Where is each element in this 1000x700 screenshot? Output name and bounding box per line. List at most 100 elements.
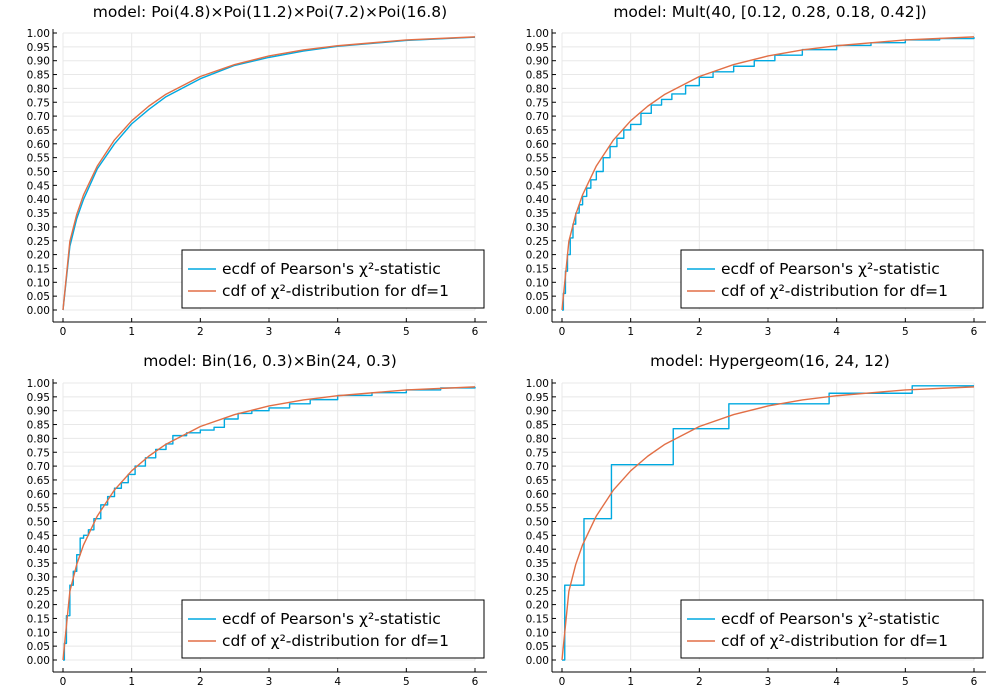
cdf-series-line [561,36,975,311]
y-tick-label: 0.25 [526,586,549,598]
y-tick-label: 0.05 [526,641,549,653]
y-tick-label: 0.95 [526,392,549,404]
y-tick-label: 0.15 [526,263,549,275]
y-tick-label: 0.10 [526,277,549,289]
y-tick-label: 0.35 [27,558,50,570]
chart-panel-4: 0.00 0.05 0.10 0.150.20 0.25 0.30 0.35 0.40 0.45… [526,352,986,688]
x-tick-label: 0 [60,326,67,338]
x-tick-label: 4 [334,676,341,688]
y-tick-label: 0.40 [27,194,50,206]
y-tick-label: 0.60 [526,489,549,501]
x-tick-label: 4 [833,326,840,338]
y-tick-label: 0.85 [27,70,50,82]
y-tick-label: 1.00 [526,378,549,390]
x-tick-label: 5 [403,676,410,688]
y-tick-label: 0.85 [526,70,549,82]
legend-box [680,249,984,309]
y-tick-label: 0.50 [27,517,50,529]
x-tick-label: 2 [696,676,703,688]
y-tick-label: 0.00 [27,655,50,667]
y-tick-label: 0.10 [27,627,50,639]
chart-title: model: Hypergeom(16, 24, 12) [650,352,890,370]
y-tick-label: 0.70 [27,111,50,123]
ecdf-series-line [62,36,476,311]
y-tick-label: 0.15 [27,263,50,275]
y-tick-label: 0.80 [526,83,549,95]
chart-panel-1: 0.00 0.05 0.10 0.150.20 0.25 0.30 0.35 0.40 0.45… [27,3,487,338]
y-tick-label: 0.65 [526,475,549,487]
legend-box [680,599,984,659]
y-tick-label: 0.80 [526,433,549,445]
x-tick-label: 3 [765,676,772,688]
y-tick-label: 0.00 [526,305,549,317]
y-tick-label: 0.60 [526,139,549,151]
x-tick-label: 4 [833,676,840,688]
chart-title: model: Mult(40, [0.12, 0.28, 0.18, 0.42]… [613,3,926,21]
y-tick-label: 0.50 [526,517,549,529]
y-tick-label: 0.55 [526,503,549,515]
y-tick-label: 0.75 [526,97,549,109]
chart-title: model: Bin(16, 0.3)×Bin(24, 0.3) [143,352,397,370]
y-tick-label: 0.80 [27,83,50,95]
legend-label: cdf of χ²-distribution for df=1 [721,632,948,650]
y-tick-label: 0.00 [526,655,549,667]
y-tick-label: 0.30 [526,572,549,584]
y-tick-label: 0.75 [27,97,50,109]
y-tick-label: 0.85 [526,420,549,432]
x-tick-label: 1 [128,676,135,688]
y-tick-label: 0.05 [27,291,50,303]
y-tick-label: 0.30 [27,572,50,584]
x-tick-label: 6 [472,326,479,338]
y-tick-label: 0.90 [27,406,50,418]
y-tick-label: 0.65 [27,475,50,487]
y-tick-label: 0.20 [27,250,50,262]
y-tick-label: 0.40 [526,194,549,206]
y-tick-label: 0.25 [27,586,50,598]
legend-label: ecdf of Pearson's χ²-statistic [721,610,940,628]
legend: ecdf of Pearson's χ²-statistic cdf of χ²-… [181,599,485,659]
y-tick-label: 0.55 [526,153,549,165]
legend: ecdf of Pearson's χ²-statistic cdf of χ²-… [680,249,984,309]
y-tick-label: 0.10 [526,627,549,639]
y-tick-label: 0.05 [27,641,50,653]
y-tick-label: 0.45 [526,530,549,542]
y-tick-label: 0.65 [526,125,549,137]
legend-label: cdf of χ²-distribution for df=1 [222,282,449,300]
y-tick-label: 0.45 [526,180,549,192]
y-tick-label: 0.45 [27,530,50,542]
legend-box [181,599,485,659]
x-tick-label: 6 [971,326,978,338]
x-tick-label: 1 [627,676,634,688]
x-tick-label: 0 [559,676,566,688]
y-tick-label: 0.25 [526,236,549,248]
y-tick-label: 0.30 [526,222,549,234]
y-tick-label: 0.35 [526,208,549,220]
y-tick-label: 0.70 [526,461,549,473]
chart-title: model: Poi(4.8)×Poi(11.2)×Poi(7.2)×Poi(1… [93,3,447,21]
x-tick-label: 2 [696,326,703,338]
y-tick-label: 0.90 [526,406,549,418]
y-tick-label: 0.60 [27,139,50,151]
legend-label: cdf of χ²-distribution for df=1 [222,632,449,650]
x-tick-label: 2 [197,676,204,688]
x-tick-label: 6 [971,676,978,688]
x-tick-label: 1 [627,326,634,338]
y-tick-label: 0.55 [27,153,50,165]
x-tick-label: 5 [902,676,909,688]
y-tick-label: 0.45 [27,180,50,192]
y-tick-label: 1.00 [526,28,549,40]
legend-label: cdf of χ²-distribution for df=1 [721,282,948,300]
y-tick-label: 0.60 [27,489,50,501]
y-tick-label: 0.70 [526,111,549,123]
y-tick-label: 0.55 [27,503,50,515]
x-tick-label: 5 [902,326,909,338]
y-tick-label: 0.50 [27,167,50,179]
y-tick-label: 0.15 [526,613,549,625]
y-tick-label: 0.90 [526,56,549,68]
x-tick-label: 3 [266,676,273,688]
y-tick-label: 0.20 [526,250,549,262]
y-tick-label: 0.70 [27,461,50,473]
y-tick-label: 0.95 [526,42,549,54]
legend: ecdf of Pearson's χ²-statistic cdf of χ²-… [680,599,984,659]
